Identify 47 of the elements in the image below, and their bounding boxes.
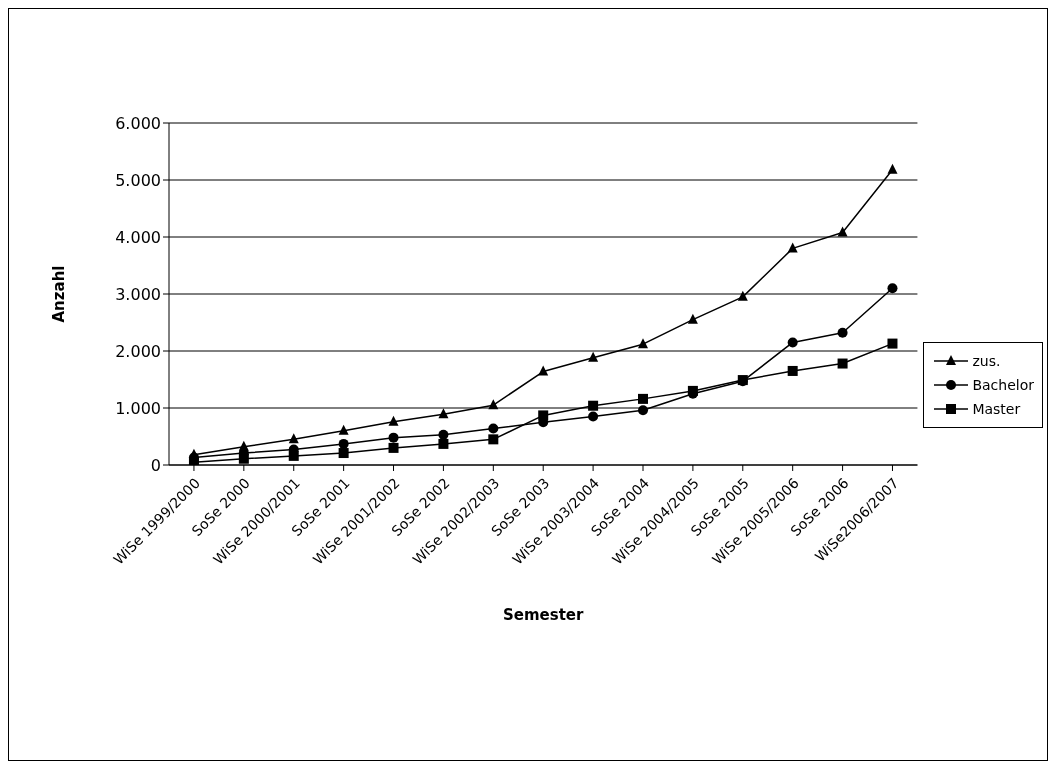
point <box>388 432 399 443</box>
y-tick-label: 2.000 <box>115 341 161 361</box>
y-tick-label: 0 <box>150 455 161 475</box>
y-tick-label: 5.000 <box>115 170 161 190</box>
point <box>488 399 499 410</box>
point <box>737 290 748 301</box>
y-tick-label: 1.000 <box>115 398 161 418</box>
point <box>288 450 299 461</box>
point <box>338 438 349 449</box>
point <box>338 448 349 459</box>
point <box>588 351 599 362</box>
point <box>787 242 798 253</box>
point <box>588 411 599 422</box>
x-axis-title: Semester <box>502 606 585 624</box>
point <box>887 283 898 294</box>
point <box>488 434 499 445</box>
point <box>787 365 798 376</box>
point <box>538 410 549 421</box>
point <box>638 393 648 404</box>
point <box>837 226 848 237</box>
y-tick-label: 4.000 <box>115 227 161 247</box>
legend-label: Master <box>972 400 1021 417</box>
legend-label: Bachelor <box>972 376 1034 393</box>
y-tick-label: 6.000 <box>115 113 161 133</box>
y-axis-title: Anzahl <box>50 265 69 323</box>
point <box>438 429 449 440</box>
point <box>438 438 449 449</box>
point <box>438 408 449 419</box>
y-tick-label: 3.000 <box>115 284 161 304</box>
point <box>388 415 399 426</box>
point <box>837 358 848 369</box>
point <box>787 337 798 348</box>
legend-label: zus. <box>972 352 1001 369</box>
point <box>837 327 848 338</box>
point <box>887 338 898 349</box>
point <box>338 424 349 435</box>
point <box>288 433 299 444</box>
point <box>188 457 199 465</box>
point <box>687 313 698 324</box>
point <box>538 365 549 376</box>
point <box>488 423 499 434</box>
point <box>388 442 399 453</box>
point <box>638 405 648 416</box>
point <box>638 338 648 349</box>
point <box>238 453 249 464</box>
point <box>588 400 599 411</box>
point <box>887 163 898 174</box>
